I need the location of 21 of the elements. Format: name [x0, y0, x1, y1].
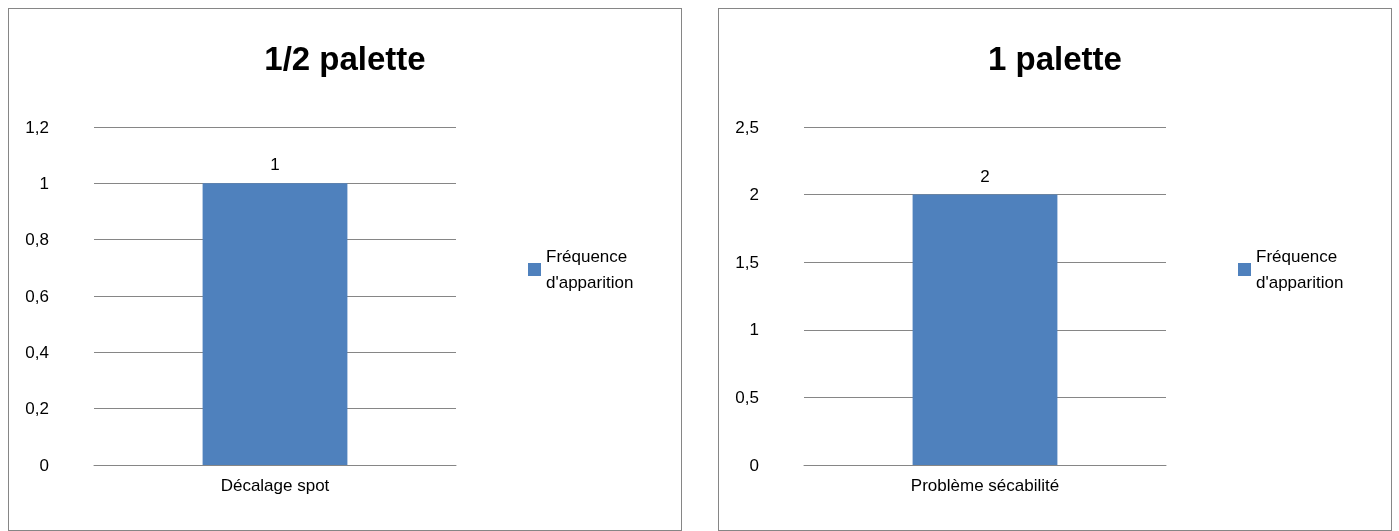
- y-tick-label: 0,2: [25, 399, 49, 419]
- x-tick-label: Problème sécabilité: [910, 476, 1060, 495]
- y-tick-label: 2: [749, 185, 759, 205]
- y-tick-label: 0: [39, 455, 49, 475]
- y-tick-label: 0,5: [735, 387, 759, 407]
- legend-label: Fréquence d'apparition: [546, 247, 634, 292]
- y-tick-label: 1: [39, 173, 49, 193]
- y-tick-label: 0,4: [25, 342, 49, 362]
- y-tick-label: 2,5: [735, 117, 759, 137]
- y-tick-label: 1,5: [735, 252, 759, 272]
- chart-title: 1 palette: [988, 40, 1122, 77]
- x-tick-label: Décalage spot: [220, 476, 330, 495]
- data-label: 1: [270, 155, 280, 175]
- y-tick-label: 1,2: [25, 117, 49, 137]
- y-tick-label: 1: [749, 320, 759, 340]
- y-tick-label: 0,6: [25, 286, 49, 306]
- legend-label: Fréquence d'apparition: [1256, 247, 1344, 292]
- y-tick-label: 0,8: [25, 230, 49, 250]
- data-label: 2: [980, 166, 990, 186]
- y-tick-label: 0: [749, 455, 759, 475]
- chart-title: 1/2 palette: [264, 40, 426, 77]
